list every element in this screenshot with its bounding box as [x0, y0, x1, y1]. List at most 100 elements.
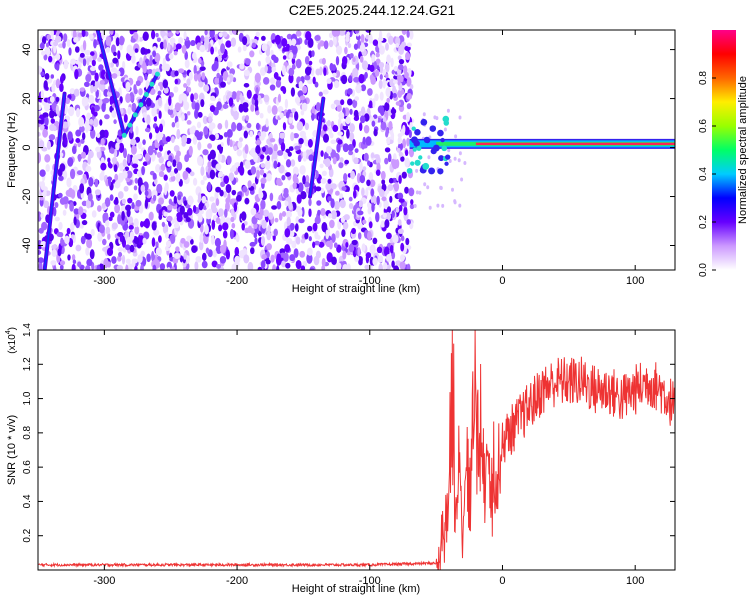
noise-speckle: [160, 163, 166, 171]
noise-speckle: [330, 103, 336, 110]
noise-speckle: [304, 232, 309, 240]
noise-speckle: [271, 205, 278, 210]
noise-speckle: [247, 261, 254, 270]
noise-speckle: [228, 172, 235, 182]
noise-speckle: [75, 107, 81, 118]
noise-speckle: [284, 244, 291, 253]
noise-speckle: [202, 205, 207, 211]
noise-speckle: [290, 87, 296, 97]
noise-speckle: [453, 156, 457, 161]
noise-speckle: [154, 139, 158, 148]
noise-speckle: [117, 247, 124, 252]
noise-speckle: [62, 209, 67, 216]
carrier-onset: [443, 120, 450, 126]
noise-speckle: [380, 107, 385, 117]
noise-speckle: [225, 94, 230, 100]
y-tick-label: 1.4: [22, 323, 33, 337]
noise-speckle: [401, 30, 407, 36]
noise-speckle: [90, 228, 95, 237]
noise-speckle: [236, 194, 242, 202]
noise-speckle: [381, 179, 386, 185]
noise-speckle: [361, 60, 369, 71]
noise-speckle: [133, 84, 137, 93]
noise-speckle: [249, 149, 254, 157]
noise-speckle: [144, 218, 150, 229]
noise-speckle: [79, 183, 85, 194]
noise-speckle: [316, 200, 322, 206]
noise-speckle: [351, 227, 356, 235]
noise-speckle: [257, 266, 263, 270]
noise-speckle: [398, 151, 403, 158]
noise-speckle: [314, 81, 319, 88]
noise-speckle: [302, 175, 306, 185]
noise-speckle: [75, 244, 82, 252]
noise-speckle: [236, 93, 240, 103]
noise-speckle: [236, 90, 241, 96]
noise-speckle: [260, 67, 266, 76]
noise-speckle: [131, 202, 135, 210]
noise-speckle: [305, 31, 312, 41]
noise-speckle: [38, 131, 41, 137]
noise-speckle: [304, 74, 311, 81]
noise-speckle: [260, 177, 267, 184]
noise-speckle: [85, 199, 92, 209]
noise-speckle: [151, 250, 155, 262]
noise-speckle: [180, 237, 186, 244]
noise-speckle: [305, 174, 310, 184]
noise-speckle: [359, 257, 363, 263]
noise-speckle: [261, 219, 267, 229]
noise-speckle: [272, 150, 278, 160]
noise-speckle: [100, 137, 105, 146]
noise-speckle: [158, 123, 164, 133]
noise-speckle: [337, 139, 343, 145]
noise-speckle: [364, 264, 370, 270]
noise-speckle: [131, 102, 137, 113]
noise-speckle: [207, 181, 212, 192]
noise-speckle: [197, 192, 202, 203]
noise-speckle: [320, 177, 327, 184]
noise-speckle: [140, 264, 144, 270]
noise-speckle: [458, 203, 462, 208]
noise-speckle: [282, 122, 287, 131]
noise-speckle: [359, 174, 366, 184]
noise-speckle: [193, 64, 197, 75]
noise-speckle: [156, 37, 161, 43]
noise-speckle: [343, 214, 350, 221]
noise-speckle: [390, 108, 397, 115]
noise-speckle: [362, 166, 367, 171]
noise-speckle: [307, 138, 313, 148]
noise-speckle: [69, 88, 76, 95]
noise-speckle: [200, 165, 205, 177]
noise-speckle: [260, 163, 266, 168]
noise-speckle: [140, 221, 144, 228]
noise-speckle: [194, 261, 199, 270]
carrier-onset: [422, 162, 430, 170]
noise-speckle: [186, 235, 192, 241]
noise-speckle: [318, 241, 325, 248]
noise-speckle: [91, 59, 96, 67]
noise-speckle: [111, 44, 116, 54]
trace-3-peak: [138, 102, 144, 108]
noise-speckle: [242, 36, 248, 46]
noise-speckle: [158, 197, 165, 205]
noise-speckle: [263, 77, 270, 85]
noise-speckle: [82, 58, 87, 67]
noise-speckle: [102, 212, 109, 222]
noise-speckle: [398, 198, 405, 203]
noise-speckle: [329, 132, 334, 139]
noise-speckle: [308, 208, 312, 218]
noise-speckle: [390, 57, 394, 68]
noise-speckle: [187, 207, 193, 216]
noise-speckle: [86, 258, 93, 267]
noise-speckle: [186, 111, 191, 116]
noise-speckle: [121, 198, 126, 205]
noise-speckle: [379, 73, 383, 80]
noise-speckle: [332, 36, 337, 46]
noise-speckle: [346, 186, 350, 192]
noise-speckle: [315, 186, 322, 192]
noise-speckle: [85, 265, 91, 270]
noise-speckle: [446, 108, 450, 113]
noise-speckle: [90, 84, 94, 94]
noise-speckle: [153, 115, 158, 122]
noise-speckle: [166, 204, 173, 211]
